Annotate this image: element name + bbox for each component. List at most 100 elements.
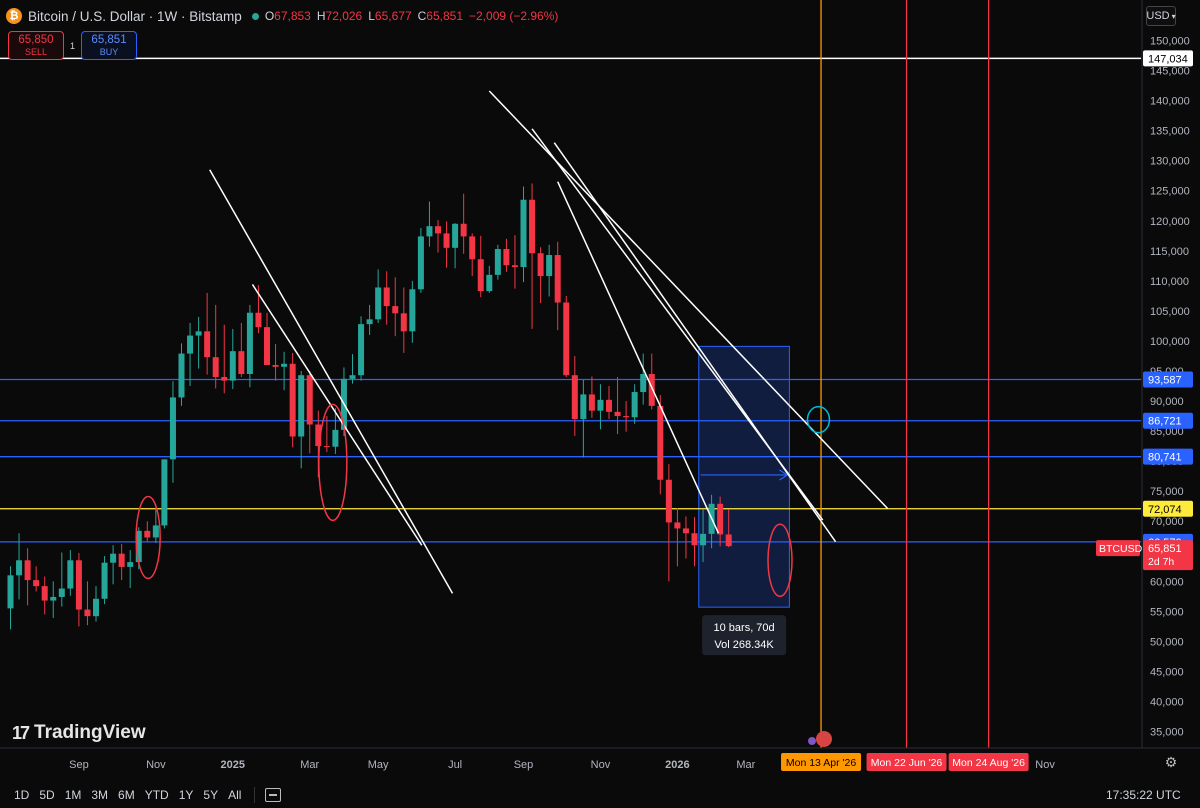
candle-body <box>443 233 450 248</box>
timeframe-6m[interactable]: 6M <box>118 788 135 802</box>
bar-countdown-label: 2d 7h <box>1148 556 1174 568</box>
candle-body <box>648 374 655 406</box>
candle-body <box>358 324 365 376</box>
price-axis-tick-label: 130,000 <box>1150 156 1190 168</box>
candle-body <box>571 375 578 420</box>
candle-body <box>537 253 544 277</box>
candle-body <box>631 392 638 418</box>
candle-body <box>7 575 14 609</box>
candle-body <box>161 459 168 526</box>
time-axis-tick-label: Nov <box>146 759 166 771</box>
candle-body <box>298 375 305 437</box>
range-volume-label: Vol 268.34K <box>714 639 774 651</box>
date-tag-label: Mon 13 Apr '26 <box>786 757 856 769</box>
currency-select[interactable]: USD ▾ <box>1146 6 1176 26</box>
ohlc-close: C65,851 <box>417 9 463 23</box>
price-level-tag <box>1143 371 1193 388</box>
timeframe-1m[interactable]: 1M <box>64 788 82 802</box>
candle-body <box>460 223 467 237</box>
price-axis-tick-label: 100,000 <box>1150 336 1190 348</box>
candle-body <box>409 289 416 332</box>
candle-body <box>289 363 296 437</box>
sell-price: 65,850 <box>18 33 54 46</box>
candle-body <box>435 226 441 234</box>
date-tag <box>948 753 1029 771</box>
date-range-box <box>698 345 790 608</box>
candle-body <box>118 553 125 567</box>
date-tag <box>781 753 862 771</box>
candle-body <box>520 199 527 268</box>
candle-body <box>93 598 99 617</box>
market-status-icon <box>251 12 259 20</box>
current-price-label: 65,851 <box>1148 543 1182 555</box>
timeframe-5y[interactable]: 5Y <box>203 788 219 802</box>
buy-button[interactable]: 65,851 BUY <box>81 31 138 60</box>
price-level-tag-label: 80,741 <box>1148 452 1182 464</box>
price-axis-tick-label: 50,000 <box>1150 636 1184 648</box>
timeframe-bar: 1D 5D 1M 3M 6M YTD 1Y 5Y All 17:35:22 UT… <box>0 782 1200 808</box>
date-tag <box>866 753 947 771</box>
candle-body <box>178 353 185 398</box>
candle-body <box>75 560 82 610</box>
candle-body <box>195 331 202 336</box>
price-axis-tick-label: 75,000 <box>1150 486 1184 498</box>
price-axis-tick-label: 90,000 <box>1150 396 1184 408</box>
candle-body <box>238 351 245 375</box>
ohlc-open: O67,853 <box>264 9 311 23</box>
candle-body <box>392 306 399 314</box>
time-axis-tick-label: Mar <box>736 759 755 771</box>
price-level-tag <box>1143 448 1193 465</box>
candle-body <box>691 533 698 546</box>
candle-body <box>486 274 493 292</box>
buy-price: 65,851 <box>91 33 127 46</box>
sell-button[interactable]: 65,850 SELL <box>8 31 64 60</box>
candle-body <box>597 399 604 411</box>
ohlc-high: H72,026 <box>316 9 363 23</box>
trend-line <box>209 169 454 594</box>
time-axis-tick-label: 2026 <box>665 759 689 771</box>
time-axis-tick-label: May <box>368 759 389 771</box>
candle-body <box>221 377 228 381</box>
plot-area: 10 bars, 70d Vol 268.34K <box>0 0 1141 748</box>
candle-body <box>725 534 732 547</box>
time-axis-tick-label: Sep <box>514 759 534 771</box>
candle-body <box>614 411 621 417</box>
candle-body <box>417 236 424 290</box>
timeframe-5d[interactable]: 5D <box>39 788 55 802</box>
candles-group <box>7 183 732 630</box>
price-axis-tick-label: 105,000 <box>1150 306 1190 318</box>
date-range-icon[interactable] <box>265 788 282 802</box>
price-level-tag-label: 147,034 <box>1148 53 1188 65</box>
price-axis-tick-label: 125,000 <box>1150 186 1190 198</box>
candle-body <box>717 503 724 535</box>
candle-body <box>383 287 390 307</box>
candle-body <box>375 287 382 320</box>
time-axis-tick-label: Mar <box>300 759 319 771</box>
timeframe-1y[interactable]: 1Y <box>178 788 194 802</box>
gear-icon[interactable]: ⚙ <box>1164 753 1178 770</box>
divider <box>254 787 256 803</box>
symbol-title[interactable]: Bitcoin / U.S. Dollar · 1W · Bitstamp <box>28 8 242 24</box>
cyan-circle-annotation <box>806 405 831 434</box>
candle-body <box>246 312 253 375</box>
candle-body <box>127 562 134 567</box>
timeframe-1d[interactable]: 1D <box>14 788 30 802</box>
candle-body <box>144 530 151 538</box>
candle-body <box>281 363 288 367</box>
candle-body <box>511 265 518 268</box>
time-axis-tick-label: Jul <box>448 759 462 771</box>
timeframe-ytd[interactable]: YTD <box>144 788 169 802</box>
buy-label: BUY <box>99 46 119 57</box>
timeframe-all[interactable]: All <box>228 788 242 802</box>
utc-clock[interactable]: 17:35:22 UTC <box>1106 788 1181 802</box>
time-axis-tick-label: Sep <box>69 759 89 771</box>
candle-body <box>477 259 484 292</box>
candle-body <box>306 375 313 425</box>
timeframe-3m[interactable]: 3M <box>91 788 109 802</box>
candle-body <box>41 586 48 601</box>
candle-body <box>606 399 612 412</box>
trend-line <box>251 284 423 546</box>
candle-body <box>529 199 536 254</box>
date-tag-label: Mon 22 Jun '26 <box>871 757 943 769</box>
